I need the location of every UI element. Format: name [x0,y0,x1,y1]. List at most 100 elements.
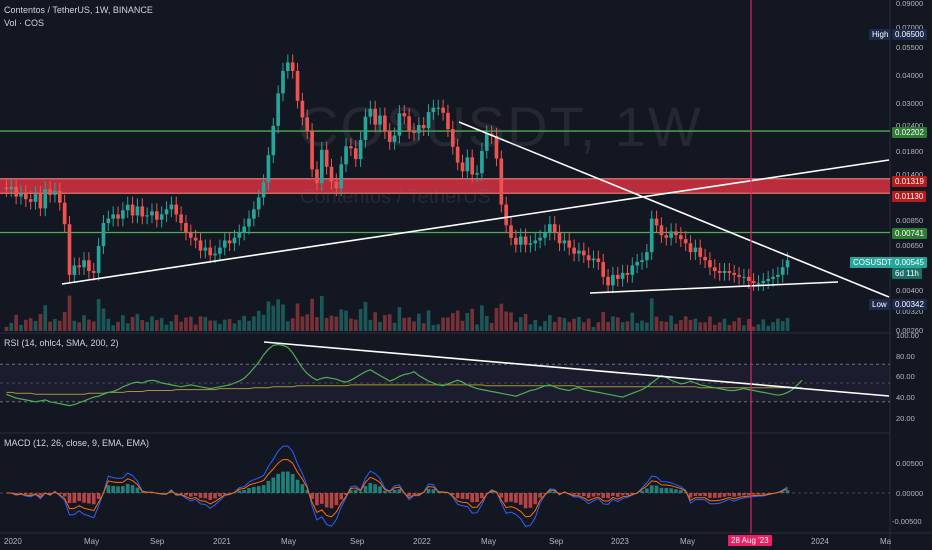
macd-hist-bar [72,493,77,503]
candle-body [703,256,707,261]
candle-body [654,218,659,226]
volume-bar [708,316,712,331]
time-tick: May [481,537,497,546]
time-tick: 2022 [413,537,431,546]
candle-body [111,214,115,219]
candle-body [465,157,470,172]
candle-body [227,240,232,244]
candle-body [780,267,785,275]
candle-body [475,173,479,175]
rsi-trendline [263,341,890,397]
macd-hist-bar [601,493,606,499]
candle-body [281,70,285,94]
volume-bar [727,324,732,331]
rsi-tick: 40.00 [896,393,915,402]
candle-body [72,265,77,275]
volume-bar [140,320,145,331]
volume-bar [722,318,727,331]
volume-bar [24,319,28,331]
candle-body [193,237,198,241]
macd-hist-bar [383,490,387,493]
price-tick: 0.01800 [896,147,924,156]
candle-body [640,260,644,262]
volume-bar [562,318,567,331]
volume-bar [480,305,484,331]
volume-bar [465,312,470,331]
candle-body [480,150,484,174]
macd-hist-bar [557,493,562,494]
volume-bar [688,319,693,331]
volume-bar [159,318,164,331]
macd-hist-bar [484,493,489,494]
volume-bar [693,318,698,331]
volume-bar [441,317,445,331]
macd-hist-bar [611,493,615,496]
macd-tick: 0.00500 [896,459,924,468]
candle-body [450,129,455,147]
volume-bar [203,317,208,331]
volume-bar [53,318,57,331]
volume-bar [218,323,222,331]
macd-hist-bar [48,493,52,495]
macd-hist-bar [135,487,140,493]
volume-bar [378,321,382,331]
macd-hist-bar [96,493,101,499]
candle-body [683,239,688,244]
volume-bar [625,321,630,331]
candle-body [659,225,664,236]
macd-hist-bar [130,485,135,493]
macd-hist-bar [159,493,164,494]
volume-bar [150,316,154,331]
candle-body [130,204,135,216]
macd-hist-bar [412,493,416,495]
macd-hist-bar [344,493,348,496]
volume-bar [368,319,373,331]
volume-bar [106,318,111,331]
macd-hist-bar [659,487,664,493]
candle-body [771,276,775,279]
macd-hist-bar [111,485,115,493]
volume-bar [300,316,305,331]
volume-bar [436,324,441,331]
volume-bar [281,304,285,331]
macd-hist-bar [489,491,494,493]
chart-title[interactable]: Contentos / TetherUS, 1W, BINANCE [4,5,153,15]
volume-bar [615,317,620,331]
candle-body [232,237,237,244]
volume-bar [373,312,377,331]
candle-body [315,169,319,184]
volume-bar [446,317,450,331]
candle-body [407,116,411,132]
candle-body [572,247,576,254]
volume-bar [417,313,421,331]
candle-body [198,240,203,251]
rsi-label[interactable]: RSI (14, ohlc4, SMA, 200, 2) [4,338,119,348]
volume-bar [543,320,547,331]
macd-hist-bar [392,489,397,493]
macd-hist-bar [679,490,683,493]
candle-body [387,131,392,142]
candle-body [635,261,639,266]
level-tag-red-top: 0.01319 [892,176,927,187]
volume-bar [785,317,790,331]
candle-body [421,125,426,129]
macd-hist-bar [431,489,436,493]
macd-hist-bar [562,492,567,493]
volume-bar [509,312,513,331]
candle-body [169,204,174,210]
volume-bar [125,323,130,331]
candle-body [329,166,334,182]
candle-body [504,204,508,226]
macd-label[interactable]: MACD (12, 26, close, 9, EMA, EMA) [4,438,150,448]
candle-body [106,218,111,224]
macd-hist-bar [455,493,460,499]
macd-hist-bar [121,486,125,493]
macd-hist-bar [746,493,751,495]
candle-body [28,199,33,202]
volume-bar [72,320,77,331]
macd-hist-bar [203,493,208,499]
macd-hist-bar [528,493,533,508]
volume-bar [193,324,198,331]
volume-label[interactable]: Vol · COS [4,18,45,28]
